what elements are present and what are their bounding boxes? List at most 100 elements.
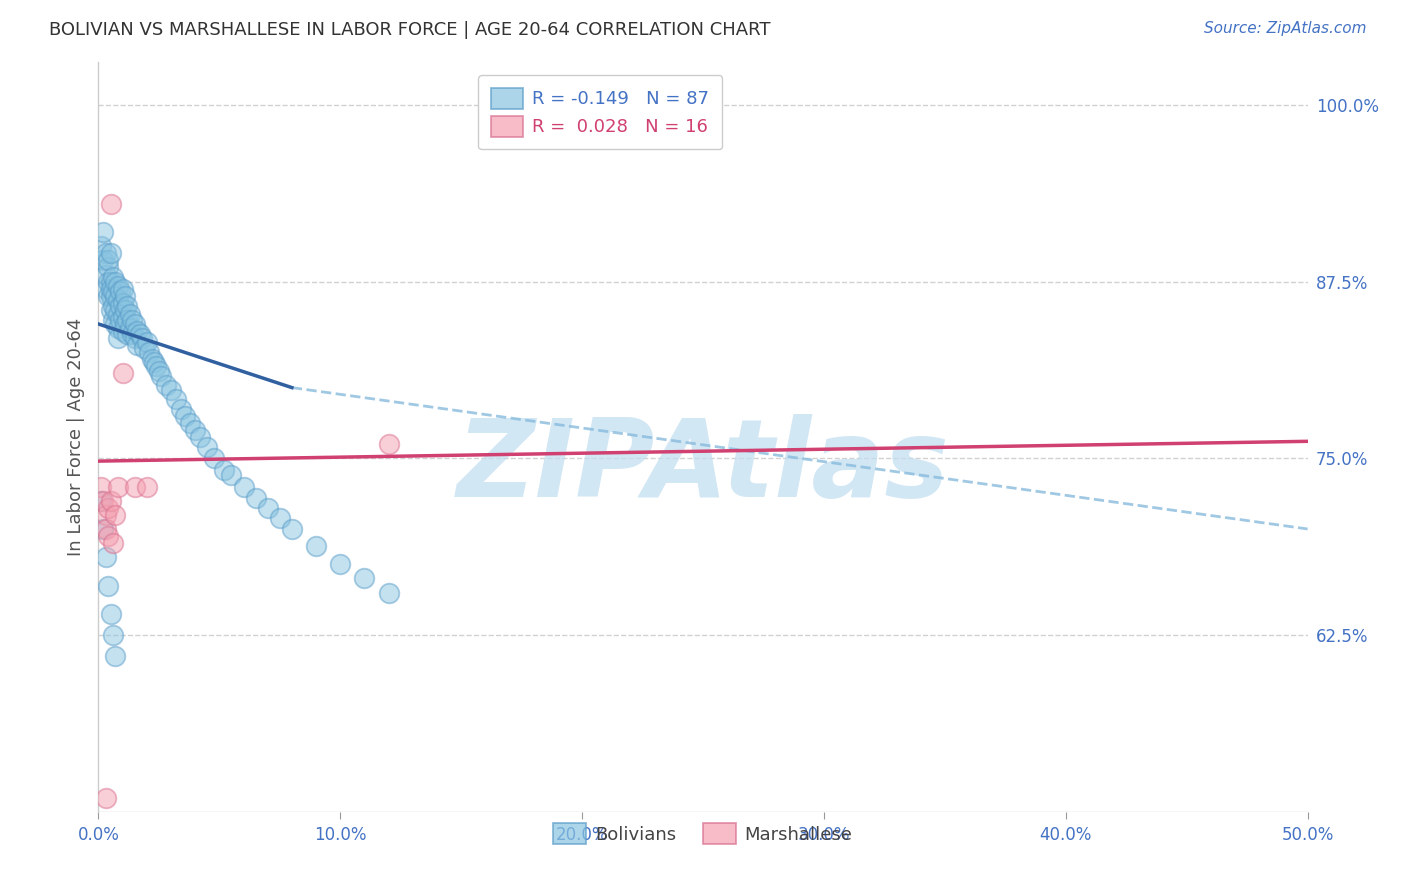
Point — [101, 536, 124, 550]
Point — [101, 628, 124, 642]
Point — [353, 571, 375, 585]
Point — [100, 196, 122, 211]
Point — [100, 493, 122, 508]
Point — [174, 409, 197, 423]
Point — [97, 275, 120, 289]
Point — [101, 285, 124, 299]
Point — [118, 321, 141, 335]
Point — [104, 302, 127, 317]
Point — [128, 326, 150, 341]
Point — [117, 326, 139, 341]
Point — [114, 317, 136, 331]
Point — [91, 225, 114, 239]
Point — [107, 278, 129, 293]
Point — [97, 578, 120, 592]
Point — [221, 468, 243, 483]
Point — [118, 307, 141, 321]
Point — [107, 321, 129, 335]
Point — [104, 289, 127, 303]
Point — [100, 289, 122, 303]
Point — [94, 246, 117, 260]
Point — [100, 275, 122, 289]
Point — [94, 268, 117, 282]
Y-axis label: In Labor Force | Age 20-64: In Labor Force | Age 20-64 — [66, 318, 84, 557]
Point — [111, 295, 134, 310]
Point — [100, 302, 122, 317]
Point — [94, 790, 117, 805]
Text: BOLIVIAN VS MARSHALLESE IN LABOR FORCE | AGE 20-64 CORRELATION CHART: BOLIVIAN VS MARSHALLESE IN LABOR FORCE |… — [49, 21, 770, 38]
Point — [107, 479, 129, 493]
Point — [111, 324, 134, 338]
Point — [94, 508, 117, 522]
Point — [108, 312, 131, 326]
Point — [90, 479, 112, 493]
Point — [107, 331, 129, 345]
Point — [188, 430, 211, 444]
Point — [143, 355, 166, 369]
Point — [94, 550, 117, 565]
Point — [97, 260, 120, 275]
Point — [150, 369, 173, 384]
Point — [108, 299, 131, 313]
Point — [94, 522, 117, 536]
Point — [100, 607, 122, 621]
Point — [91, 493, 114, 508]
Legend: Bolivians, Marshallese: Bolivians, Marshallese — [546, 816, 860, 851]
Point — [145, 359, 167, 374]
Point — [131, 331, 153, 345]
Point — [117, 312, 139, 326]
Point — [212, 462, 235, 476]
Point — [104, 508, 127, 522]
Point — [127, 338, 149, 352]
Point — [90, 493, 112, 508]
Point — [141, 352, 163, 367]
Point — [135, 335, 157, 350]
Point — [97, 500, 120, 515]
Point — [121, 312, 143, 326]
Point — [124, 479, 146, 493]
Point — [107, 307, 129, 321]
Point — [111, 282, 134, 296]
Point — [377, 437, 399, 451]
Point — [94, 282, 117, 296]
Point — [117, 299, 139, 313]
Point — [90, 239, 112, 253]
Point — [97, 253, 120, 268]
Point — [179, 416, 201, 430]
Point — [184, 423, 207, 437]
Point — [165, 392, 187, 406]
Point — [111, 367, 134, 381]
Point — [134, 341, 156, 355]
Point — [104, 317, 127, 331]
Point — [104, 649, 127, 664]
Point — [245, 491, 267, 505]
Point — [97, 289, 120, 303]
Point — [111, 310, 134, 324]
Point — [127, 324, 149, 338]
Point — [256, 500, 278, 515]
Point — [108, 285, 131, 299]
Point — [101, 312, 124, 326]
Point — [377, 585, 399, 599]
Point — [104, 275, 127, 289]
Point — [100, 282, 122, 296]
Point — [169, 401, 191, 416]
Point — [101, 299, 124, 313]
Point — [124, 317, 146, 331]
Point — [269, 510, 291, 524]
Point — [101, 270, 124, 285]
Point — [305, 539, 328, 553]
Point — [100, 246, 122, 260]
Point — [114, 302, 136, 317]
Point — [195, 440, 218, 454]
Point — [160, 384, 183, 398]
Text: ZIPAtlas: ZIPAtlas — [457, 414, 949, 520]
Point — [91, 253, 114, 268]
Point — [121, 326, 143, 341]
Point — [107, 293, 129, 307]
Point — [329, 558, 352, 572]
Text: Source: ZipAtlas.com: Source: ZipAtlas.com — [1204, 21, 1367, 36]
Point — [232, 479, 254, 493]
Point — [135, 479, 157, 493]
Point — [114, 289, 136, 303]
